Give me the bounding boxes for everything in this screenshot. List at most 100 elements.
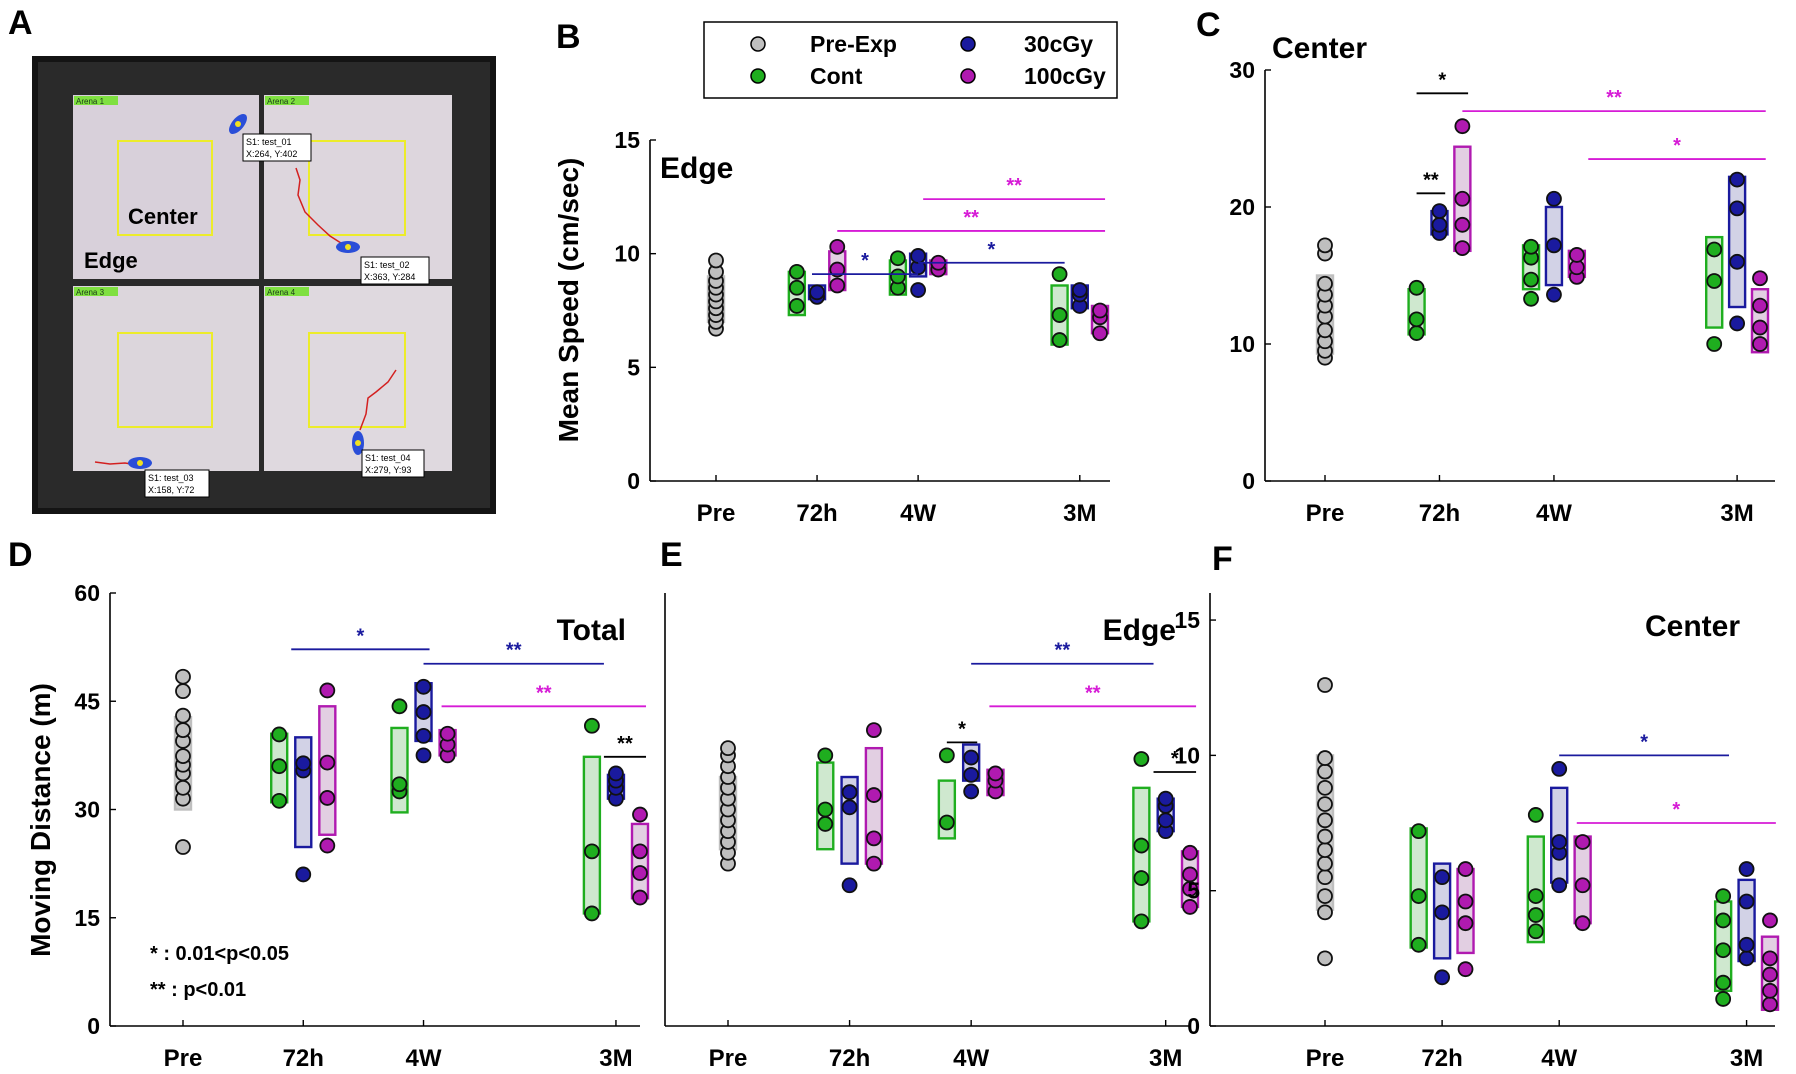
data-point [1546, 190, 1562, 207]
data-point [865, 722, 882, 739]
track-4 [359, 369, 397, 431]
data-point [1133, 913, 1150, 930]
x-tick-label: 4W [900, 500, 936, 527]
data-point [1317, 950, 1333, 967]
group-box [1409, 827, 1428, 949]
x-tick-label: 3M [599, 1045, 632, 1072]
x-tick-label: 4W [1536, 500, 1572, 527]
zone-label-edge: Edge [84, 248, 138, 273]
data-point [809, 284, 825, 301]
significance-label: ** [1606, 87, 1622, 109]
data-point [1527, 888, 1544, 904]
tag-3-line1: S1: test_03 [148, 473, 194, 483]
y-tick-label: 5 [627, 354, 640, 380]
data-point [1434, 969, 1451, 986]
y-tick-label: 60 [74, 580, 100, 606]
data-point [841, 877, 858, 894]
data-point [1527, 907, 1544, 923]
data-point [632, 843, 648, 860]
data-point [1092, 302, 1108, 319]
data-point [1551, 761, 1568, 777]
data-point [1317, 888, 1333, 904]
data-point [1454, 190, 1471, 207]
y-tick-label: 5 [1187, 878, 1200, 904]
data-point [817, 801, 834, 818]
x-tick-label: Pre [709, 1045, 748, 1072]
data-point [708, 252, 724, 269]
y-tick-label: 15 [614, 127, 640, 153]
data-point [583, 717, 600, 734]
data-point [963, 749, 980, 766]
x-tick-label: 3M [1063, 500, 1096, 527]
y-tick-label: 20 [1229, 194, 1255, 220]
significance-label: * [1438, 69, 1446, 91]
track-2 [295, 167, 345, 246]
x-tick-label: 3M [1720, 500, 1753, 527]
panel-letter-d: D [8, 536, 33, 574]
data-point [1092, 325, 1108, 342]
x-tick-label: 72h [796, 500, 837, 527]
data-point [319, 837, 336, 854]
x-tick-label: Pre [697, 500, 736, 527]
data-point [175, 839, 191, 855]
tag-4-line2: X:279, Y:93 [365, 465, 411, 475]
significance-label: ** [963, 207, 979, 229]
tag-2-line2: X:363, Y:284 [364, 272, 415, 282]
data-point [1454, 240, 1471, 257]
data-point [295, 755, 312, 772]
data-point [1408, 311, 1425, 328]
data-point [1317, 779, 1333, 796]
y-tick-label: 10 [614, 241, 640, 267]
panel-letter-a: A [8, 4, 33, 42]
center-zone-2 [308, 140, 406, 236]
data-point [1762, 950, 1778, 967]
chart-title: Center [1645, 610, 1740, 643]
data-point [1738, 950, 1755, 967]
significance-label: * [356, 625, 364, 647]
data-point [1133, 751, 1150, 767]
data-point [271, 792, 288, 809]
data-point [1762, 982, 1778, 999]
arena-3 [73, 286, 259, 471]
data-point [1546, 286, 1562, 303]
y-axis-label: Mean Speed (cm/sec) [553, 158, 584, 443]
center-zone-3 [117, 332, 213, 428]
data-point [1574, 834, 1591, 850]
data-point [1738, 861, 1755, 877]
data-point [319, 790, 336, 806]
data-point [1434, 869, 1451, 886]
data-point [1762, 996, 1778, 1013]
data-point [632, 806, 648, 823]
data-point [1551, 834, 1568, 850]
data-point [319, 682, 336, 699]
x-tick-label: 4W [1541, 1045, 1577, 1072]
data-point [889, 268, 906, 285]
data-point [1317, 237, 1333, 254]
data-point [1182, 899, 1198, 915]
data-point [1729, 171, 1746, 188]
data-point [608, 765, 624, 782]
panel-letter-c: C [1196, 6, 1221, 44]
data-point [632, 865, 648, 881]
arena-tab-2: Arena 2 [267, 97, 296, 106]
data-point [1317, 796, 1333, 812]
x-tick-label: Pre [1306, 1045, 1345, 1072]
arena-tab-4: Arena 4 [267, 288, 296, 297]
data-point [1457, 893, 1474, 910]
data-point [1454, 118, 1471, 135]
chart-title: Total [557, 614, 626, 647]
data-point [1317, 869, 1333, 886]
y-tick-label: 30 [1229, 57, 1255, 83]
data-point [271, 726, 288, 743]
data-point [1706, 241, 1723, 258]
significance-label: ** [1006, 175, 1022, 197]
panel-letter-e: E [660, 536, 683, 574]
y-tick-label: 0 [1242, 468, 1255, 494]
data-point [1051, 266, 1068, 283]
data-point [720, 740, 736, 757]
significance-label: ** [1423, 169, 1439, 191]
data-point [1752, 297, 1768, 314]
